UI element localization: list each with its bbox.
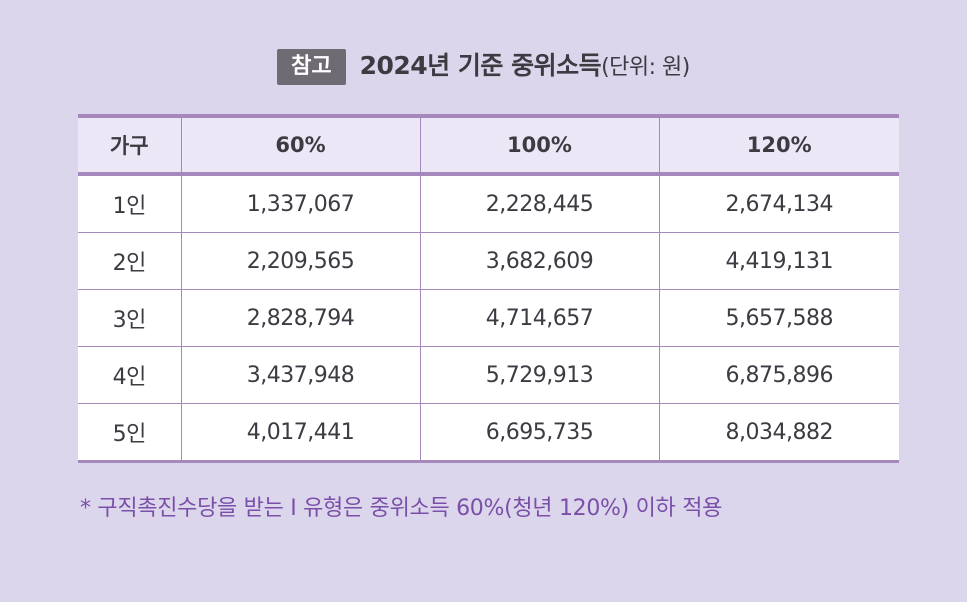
value-cell: 4,714,657 xyxy=(419,289,659,347)
title-row: 참고 2024년 기준 중위소득(단위: 원) xyxy=(0,48,967,86)
column-header-household: 가구 xyxy=(109,134,149,158)
table-row: 4인 3,437,948 5,729,913 6,875,896 xyxy=(78,346,899,404)
value-cell: 8,034,882 xyxy=(658,403,899,462)
table-row: 1인 1,337,067 2,228,445 2,674,134 xyxy=(78,174,899,233)
household-cell: 3인 xyxy=(78,289,181,347)
value-cell: 6,695,735 xyxy=(419,403,659,462)
value-cell: 5,657,588 xyxy=(658,289,899,347)
value-cell: 5,729,913 xyxy=(419,346,659,404)
table-row: 3인 2,828,794 4,714,657 5,657,588 xyxy=(78,289,899,347)
household-cell: 1인 xyxy=(78,174,181,233)
value-cell: 2,228,445 xyxy=(419,174,659,233)
household-cell: 5인 xyxy=(78,403,181,462)
column-header-120: 120% xyxy=(658,116,899,174)
reference-badge: 참고 xyxy=(277,49,346,85)
footnote: * 구직촉진수당을 받는 Ⅰ 유형은 중위소득 60%(청년 120%) 이하 … xyxy=(80,496,723,521)
column-header-60: 60% xyxy=(180,116,420,174)
value-cell: 2,828,794 xyxy=(180,289,420,347)
page-title: 2024년 기준 중위소득(단위: 원) xyxy=(359,48,691,86)
value-cell: 3,682,609 xyxy=(419,232,659,290)
unit-label: (단위: 원) xyxy=(601,55,690,80)
median-income-table: 가구 60% 100% 120% 1인 1,337,067 2,228,445 … xyxy=(78,114,899,463)
value-cell: 3,437,948 xyxy=(180,346,420,404)
value-cell: 6,875,896 xyxy=(658,346,899,404)
table-row: 5인 4,017,441 6,695,735 8,034,882 xyxy=(78,403,899,462)
household-cell: 2인 xyxy=(78,232,181,290)
table-row: 2인 2,209,565 3,682,609 4,419,131 xyxy=(78,232,899,290)
table-header-row: 가구 60% 100% 120% xyxy=(78,116,899,174)
household-cell: 4인 xyxy=(78,346,181,404)
value-cell: 4,017,441 xyxy=(180,403,420,462)
title-text: 2024년 기준 중위소득 xyxy=(359,51,602,80)
column-header-100: 100% xyxy=(419,116,659,174)
value-cell: 2,209,565 xyxy=(180,232,420,290)
value-cell: 1,337,067 xyxy=(180,174,420,233)
value-cell: 2,674,134 xyxy=(658,174,899,233)
value-cell: 4,419,131 xyxy=(658,232,899,290)
